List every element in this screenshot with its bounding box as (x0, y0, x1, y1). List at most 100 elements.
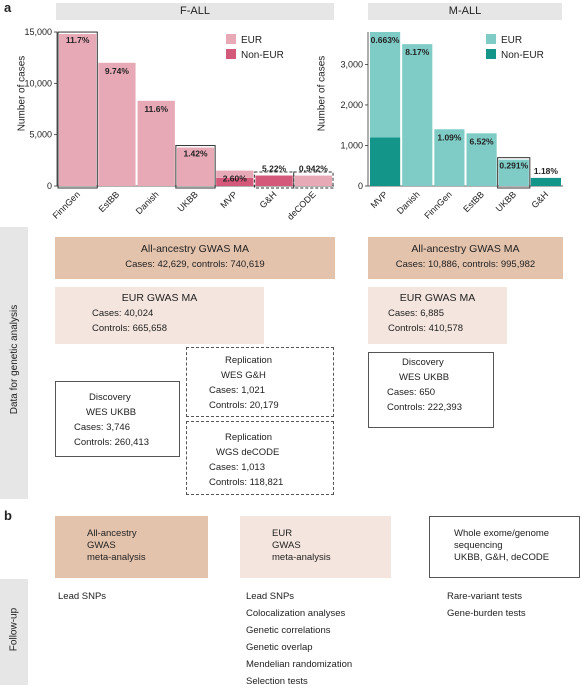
y-tick-label: 5,000 (29, 130, 52, 140)
m-discovery-box: Discovery WES UKBB Cases: 650 Controls: … (368, 352, 494, 428)
legend-label-non-eur: Non-EUR (501, 50, 544, 61)
legend-swatch-eur (226, 34, 236, 44)
box-line: Controls: 20,179 (209, 400, 279, 411)
f-eur-ma-box: EUR GWAS MA Cases: 40,024 Controls: 665,… (55, 287, 264, 344)
legend-swatch-non-eur (226, 49, 236, 59)
bar-value-label: 1.42% (183, 149, 208, 159)
box-line: UKBB, G&H, deCODE (454, 552, 550, 563)
followup-list-2: Lead SNPs Colocalization analyses Geneti… (246, 588, 352, 690)
m-all-header: M-ALL (368, 3, 562, 20)
box-subtitle: WES UKBB (86, 407, 137, 418)
box-line: Cases: 3,746 (74, 422, 130, 433)
panel-a-letter: a (4, 0, 12, 15)
m-all-ancestry-ma-box: All-ancestry GWAS MA Cases: 10,886, cont… (368, 237, 563, 279)
box-title: All-ancestry GWAS MA (140, 243, 250, 255)
box-title: EUR GWAS MA (399, 292, 476, 304)
box-title: All-ancestry GWAS MA (411, 243, 520, 255)
x-tick-label: MVP (369, 189, 390, 210)
box-line: Controls: 118,821 (209, 477, 284, 488)
x-tick-label: EstBB (461, 189, 486, 214)
x-tick-label: UKBB (494, 189, 518, 213)
box-line: Whole exome/genome (454, 528, 550, 539)
bar-value-label: 11.7% (66, 35, 90, 45)
bar-eur (216, 170, 254, 178)
followup-list-1: Lead SNPs (58, 588, 106, 605)
f-all-chart: 0 5,000 10,000 15,000 11.7% FinnGen 9.74% EstBB… (24, 27, 334, 222)
legend-swatch-non-eur (486, 49, 496, 59)
bar-non-eur (370, 137, 401, 186)
bar-highlight-box (57, 31, 98, 189)
y-tick-label: 15,000 (24, 27, 52, 37)
y-tick-label: 10,000 (24, 78, 52, 88)
box-line: Cases: 650 (387, 387, 436, 398)
box-subtitle: WES G&H (221, 370, 266, 381)
box-line: Cases: 42,629, controls: 740,619 (125, 259, 265, 270)
bar-value-label: 1.18% (534, 166, 559, 176)
box-line: Cases: 40,024 (92, 308, 154, 319)
bar-eur (98, 62, 136, 186)
box-subtitle: WES UKBB (399, 372, 450, 383)
f-replication-wgs-box: Replication WGS deCODE Cases: 1,013 Cont… (186, 421, 334, 495)
bar-eur (434, 129, 465, 186)
list-item: Colocalization analyses (246, 608, 346, 619)
box-line: All-ancestry (87, 528, 137, 539)
box-line: GWAS (272, 540, 301, 551)
m-eur-ma-box: EUR GWAS MA Cases: 6,885 Controls: 410,5… (368, 287, 507, 344)
list-item: Gene-burden tests (447, 608, 526, 619)
x-tick-label: MVP (218, 189, 239, 210)
x-tick-label: G&H (529, 189, 550, 210)
followup-sidebar (0, 579, 28, 685)
x-tick-label: UKBB (176, 189, 200, 213)
bar-eur (498, 159, 529, 186)
box-line: sequencing (454, 540, 503, 551)
legend-swatch-eur (486, 34, 496, 44)
followup-sidebar-label: Follow-up (8, 607, 20, 652)
bar-value-label: 8.17% (405, 47, 430, 57)
box-line: Cases: 1,021 (209, 385, 265, 396)
data-sidebar (0, 227, 28, 499)
bar-value-label: 0.663% (371, 35, 400, 45)
bar-non-eur (255, 175, 293, 186)
list-item: Selection tests (246, 676, 308, 687)
x-tick-label: Danish (395, 189, 422, 216)
followup-wes-box: Whole exome/genome sequencing UKBB, G&H,… (429, 516, 580, 578)
y-tick-label: 1,000 (340, 140, 363, 150)
list-item: Rare-variant tests (447, 591, 522, 602)
list-item: Mendelian randomization (246, 659, 353, 670)
data-sidebar-label: Data for genetic analysis (9, 304, 20, 415)
followup-eur-box: EUR GWAS meta-analysis (240, 516, 391, 578)
bar-eur (402, 44, 433, 186)
f-all-ancestry-ma-box: All-ancestry GWAS MA Cases: 42,629, cont… (55, 237, 335, 279)
bar-value-label: 2.60% (223, 174, 248, 184)
box-subtitle: WGS deCODE (216, 447, 280, 458)
bar-eur (370, 32, 401, 138)
x-tick-label: deCODE (285, 189, 318, 222)
y-tick-label: 0 (47, 181, 52, 191)
box-title: Discovery (89, 392, 131, 403)
bar-highlight-box (293, 171, 334, 189)
bar-value-label: 11.6% (144, 104, 168, 114)
box-line: Cases: 6,885 (388, 308, 444, 319)
charts-svg: 0 5,000 10,000 15,000 11.7% FinnGen 9.74% EstBB… (24, 27, 563, 222)
panel-b-letter: b (4, 508, 12, 523)
bar-highlight-box (497, 157, 531, 189)
box-line: Controls: 260,413 (74, 437, 149, 448)
box-line: Controls: 222,393 (387, 402, 462, 413)
x-tick-label: G&H (258, 189, 279, 210)
bar-value-label: 0.942% (299, 164, 328, 174)
box-line: Controls: 410,578 (388, 323, 463, 334)
box-title: EUR GWAS MA (121, 292, 198, 304)
bar-value-label: 1.09% (437, 132, 462, 142)
bar-value-label: 6.52% (470, 136, 495, 146)
box-line: EUR (272, 528, 293, 539)
followup-list-3: Rare-variant tests Gene-burden tests (447, 588, 526, 622)
bar-value-label: 9.74% (105, 66, 130, 76)
f-replication-wes-box: Replication WES G&H Cases: 1,021 Control… (186, 347, 334, 417)
bar-non-eur (216, 177, 254, 186)
box-line: GWAS (87, 540, 116, 551)
box-line: meta-analysis (272, 552, 331, 563)
bar-non-eur (530, 177, 561, 186)
box-line: Cases: 1,013 (209, 462, 265, 473)
bar-highlight-box (175, 145, 216, 189)
bar-value-label: 0.291% (499, 161, 528, 171)
